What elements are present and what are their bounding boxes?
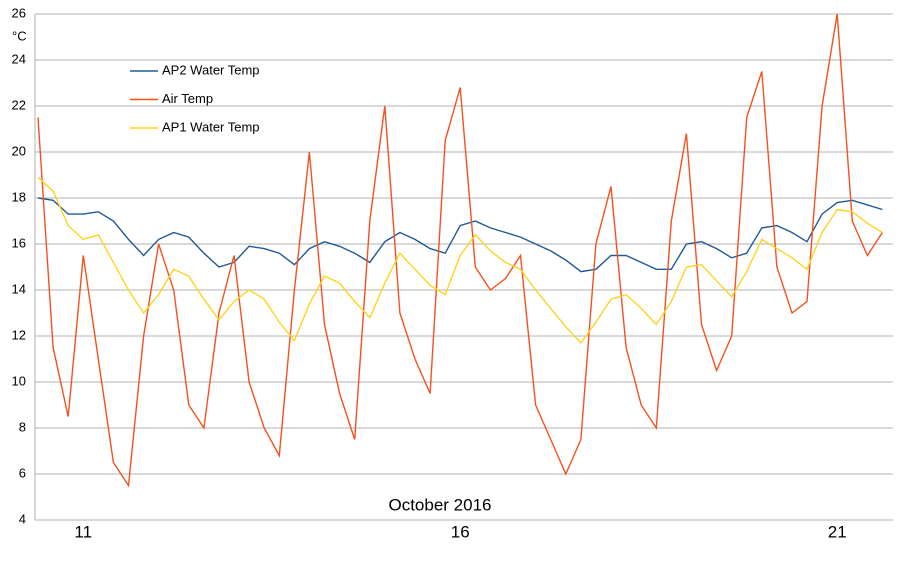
y-tick-label: 8 xyxy=(19,419,26,434)
y-tick-label: 20 xyxy=(12,143,26,158)
legend-label: AP1 Water Temp xyxy=(162,119,260,134)
legend-label: AP2 Water Temp xyxy=(162,62,260,77)
y-tick-label: 18 xyxy=(12,189,26,204)
y-unit: °C xyxy=(12,28,27,43)
y-tick-label: 10 xyxy=(12,373,26,388)
x-axis-label: October 2016 xyxy=(388,495,491,514)
x-tick-label: 16 xyxy=(451,522,470,541)
series-line xyxy=(37,176,883,344)
x-tick-label: 11 xyxy=(74,522,92,541)
legend-label: Air Temp xyxy=(162,91,213,106)
y-tick-label: 4 xyxy=(19,511,26,526)
y-tick-label: 24 xyxy=(12,51,26,66)
y-tick-label: 6 xyxy=(19,465,26,480)
y-tick-label: 26 xyxy=(12,5,26,20)
series-line xyxy=(37,13,883,488)
y-tick-label: 14 xyxy=(12,281,26,296)
y-tick-label: 12 xyxy=(12,327,26,342)
y-tick-label: 22 xyxy=(12,97,26,112)
y-tick-label: 16 xyxy=(12,235,26,250)
series-line xyxy=(37,197,883,273)
x-tick-label: 21 xyxy=(828,522,847,541)
